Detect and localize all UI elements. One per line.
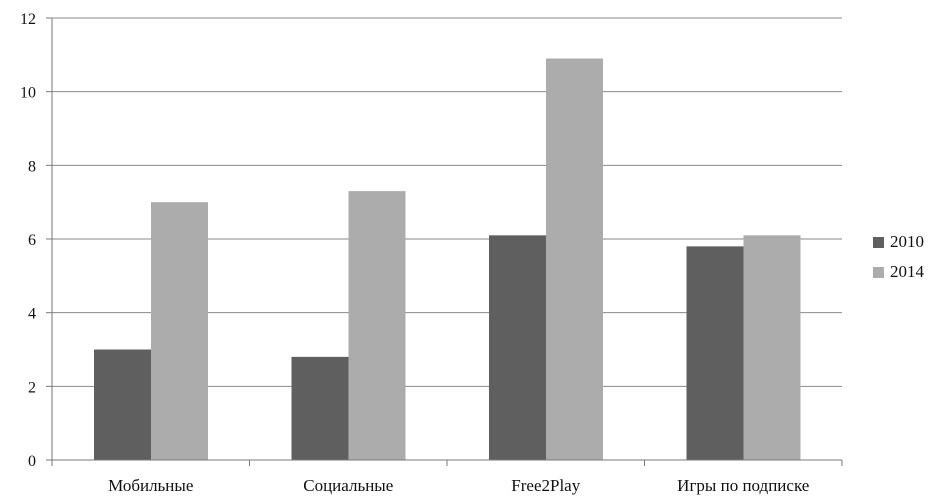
y-tick-labels: 0 2 4 6 8 10 12 — [20, 11, 52, 470]
y-tick-label: 4 — [28, 306, 36, 323]
bar-2010-1 — [291, 356, 349, 460]
y-tick-label: 0 — [28, 453, 36, 470]
y-tick-label: 2 — [28, 379, 36, 396]
legend-swatch-2014 — [873, 267, 884, 278]
bar-2014-3 — [743, 235, 801, 460]
bar-2010-2 — [489, 235, 546, 460]
x-tick-labels: Мобильные Социальные Free2Play Игры по подп… — [51, 460, 843, 495]
x-tick-label: Free2Play — [511, 476, 580, 495]
legend-label-2014: 2014 — [890, 262, 925, 281]
bar-2014-0 — [151, 202, 208, 460]
y-tick-label: 10 — [20, 85, 36, 102]
y-tick-label: 12 — [20, 11, 36, 28]
bar-2014-2 — [546, 58, 603, 461]
bars — [94, 58, 801, 461]
bar-2010-3 — [686, 246, 744, 460]
x-tick-label: Игры по подписке — [677, 476, 809, 495]
legend: 2010 2014 — [873, 232, 925, 281]
bar-2014-1 — [348, 191, 406, 460]
y-tick-label: 8 — [28, 158, 36, 175]
legend-swatch-2010 — [873, 237, 884, 248]
bar-2010-0 — [94, 349, 151, 460]
x-tick-label: Социальные — [303, 476, 393, 495]
y-tick-label: 6 — [28, 232, 36, 249]
x-tick-label: Мобильные — [108, 476, 193, 495]
legend-label-2010: 2010 — [890, 232, 924, 251]
